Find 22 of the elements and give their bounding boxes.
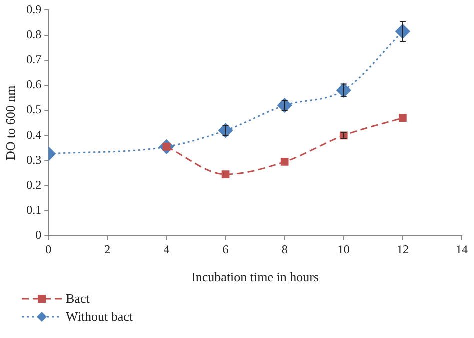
- legend-label: Bact: [66, 291, 90, 307]
- y-tick-label: 0.1: [26, 203, 42, 218]
- y-tick-label: 0: [36, 228, 42, 242]
- x-tick-label: 6: [222, 242, 229, 256]
- y-tick-label: 0.9: [26, 2, 42, 16]
- x-tick-label: 8: [282, 242, 288, 256]
- legend-label: Without bact: [66, 309, 133, 325]
- x-tick-label: 0: [46, 242, 52, 256]
- x-tick-label: 10: [338, 242, 350, 256]
- y-tick-label: 0.5: [26, 102, 42, 117]
- x-tick-label: 14: [456, 242, 468, 256]
- x-tick-label: 12: [396, 242, 409, 256]
- x-tick-label: 4: [164, 242, 170, 256]
- x-tick-label: 2: [104, 242, 111, 256]
- y-tick-label: 0.7: [26, 52, 42, 67]
- y-tick-label: 0.8: [26, 27, 42, 42]
- x-axis-title: Incubation time in hours: [192, 270, 320, 285]
- y-tick-label: 0.6: [26, 78, 42, 92]
- y-tick-label: 0.2: [26, 178, 42, 192]
- y-tick-label: 0.4: [26, 128, 42, 142]
- y-axis-title: DO to 600 nm: [3, 86, 18, 160]
- y-tick-label: 0.3: [26, 152, 42, 167]
